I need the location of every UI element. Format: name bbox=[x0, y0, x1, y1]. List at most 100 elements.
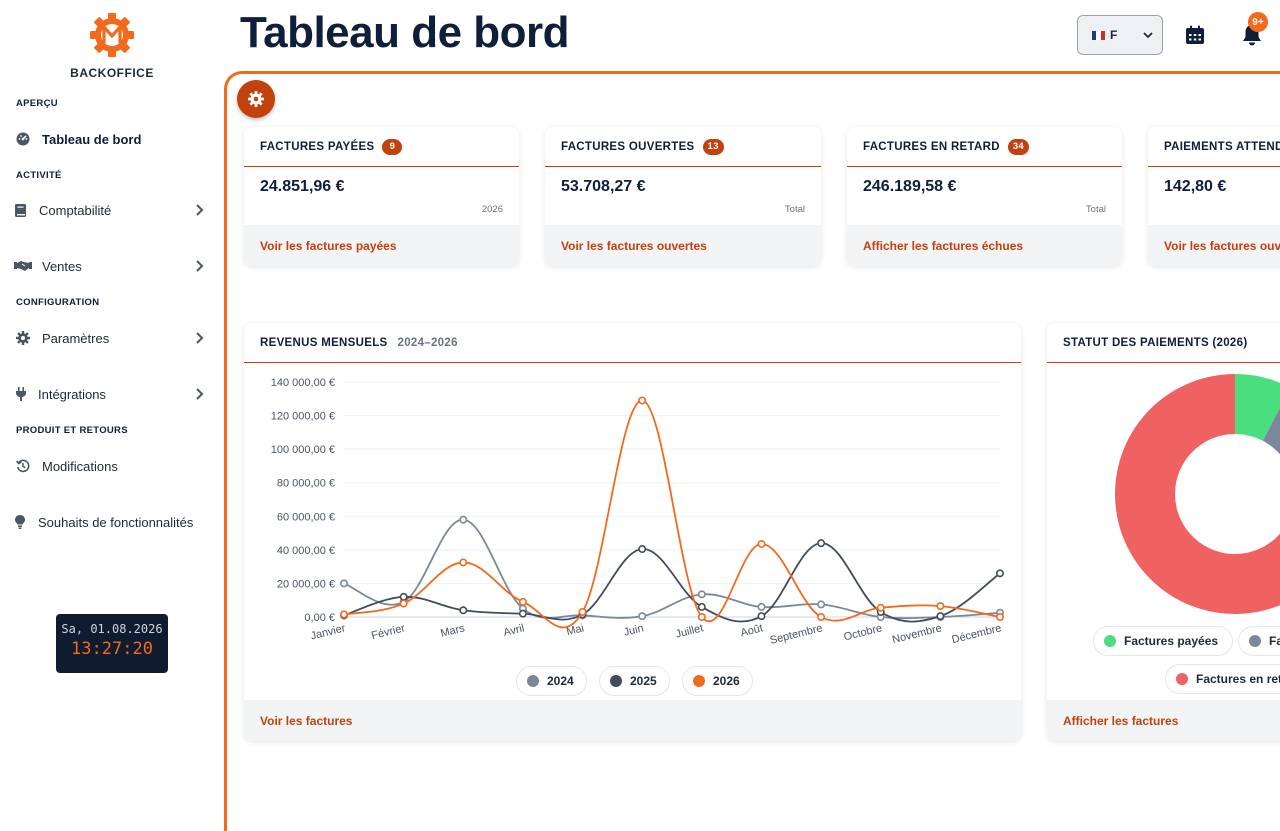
sidebar: BACKOFFICE APERÇU Tableau de bord ACTIVI… bbox=[0, 0, 224, 800]
data-point-2026[interactable] bbox=[936, 602, 945, 611]
legend-label: 2026 bbox=[713, 674, 740, 688]
data-point-2024[interactable] bbox=[638, 612, 647, 621]
section-configuration: CONFIGURATION bbox=[16, 297, 100, 308]
card-title: FACTURES EN RETARD bbox=[863, 140, 1000, 153]
customize-dashboard-button[interactable] bbox=[237, 80, 275, 118]
legend-label: Factures en retard bbox=[1196, 672, 1280, 686]
card-title: REVENUS MENSUELS bbox=[260, 336, 388, 349]
legend-open[interactable]: Factures ouvertes bbox=[1238, 626, 1280, 656]
language-value: F bbox=[1110, 28, 1118, 42]
card-header: FACTURES EN RETARD 34 bbox=[847, 127, 1122, 167]
brand-name: BACKOFFICE bbox=[70, 66, 154, 80]
data-point-2024[interactable] bbox=[757, 602, 766, 611]
data-point-2024[interactable] bbox=[697, 590, 706, 599]
legend-label: 2025 bbox=[630, 674, 657, 688]
data-point-2024[interactable] bbox=[817, 600, 826, 609]
card-amount: 53.708,27 € bbox=[561, 178, 646, 195]
data-point-2026[interactable] bbox=[638, 396, 647, 405]
page-title: Tableau de bord bbox=[240, 8, 570, 57]
sidebar-item-settings[interactable]: Paramètres bbox=[14, 326, 210, 350]
sidebar-item-label: Tableau de bord bbox=[42, 131, 142, 147]
sidebar-item-changes[interactable]: Modifications bbox=[14, 454, 210, 478]
handshake-icon bbox=[14, 257, 32, 275]
sidebar-item-accounting[interactable]: Comptabilité bbox=[14, 198, 210, 222]
y-tick-label: 100 000,00 € bbox=[271, 444, 335, 456]
data-point-2025[interactable] bbox=[995, 569, 1004, 578]
card-header: FACTURES PAYÉES 9 bbox=[244, 127, 519, 167]
sidebar-item-integrations[interactable]: Intégrations bbox=[14, 382, 210, 406]
language-select[interactable]: F bbox=[1077, 15, 1163, 55]
data-point-2025[interactable] bbox=[518, 609, 527, 618]
data-point-2025[interactable] bbox=[697, 602, 706, 611]
card-subtitle: Total bbox=[1085, 204, 1106, 215]
sidebar-item-label: Modifications bbox=[42, 458, 118, 474]
card-subtitle: 2026 bbox=[481, 204, 503, 215]
x-tick-label: Août bbox=[739, 622, 764, 639]
show-invoices-link[interactable]: Afficher les factures bbox=[1047, 700, 1280, 741]
gear-icon bbox=[14, 329, 32, 347]
data-point-2025[interactable] bbox=[757, 612, 766, 621]
section-produit: PRODUIT ET RETOURS bbox=[16, 425, 128, 436]
data-point-2025[interactable] bbox=[638, 545, 647, 554]
donut-slice-0[interactable] bbox=[1235, 374, 1280, 441]
card-title: STATUT DES PAIEMENTS (2026) bbox=[1063, 336, 1248, 349]
calendar-icon[interactable] bbox=[1185, 25, 1205, 45]
card-header: REVENUS MENSUELS 2024–2026 bbox=[244, 323, 1021, 363]
legend-2024[interactable]: 2024 bbox=[516, 666, 587, 696]
brand-logo-icon[interactable] bbox=[89, 12, 135, 58]
x-tick-label: Juin bbox=[622, 622, 644, 639]
data-point-2025[interactable] bbox=[936, 612, 945, 621]
view-overdue-invoices-link[interactable]: Afficher les factures échues bbox=[847, 225, 1122, 266]
legend-2025[interactable]: 2025 bbox=[599, 666, 670, 696]
data-point-2025[interactable] bbox=[459, 606, 468, 615]
card-title: PAIEMENTS ATTENDUS bbox=[1164, 140, 1280, 153]
payment-status-donut-chart bbox=[1115, 374, 1280, 614]
card-amount: 24.851,96 € bbox=[260, 178, 345, 195]
donut-slice-1[interactable] bbox=[1262, 388, 1280, 491]
y-tick-label: 140 000,00 € bbox=[271, 377, 335, 389]
data-point-2026[interactable] bbox=[757, 539, 766, 548]
legend-late[interactable]: Factures en retard bbox=[1165, 664, 1280, 694]
data-point-2026[interactable] bbox=[817, 613, 826, 622]
y-tick-label: 0,00 € bbox=[304, 612, 335, 624]
data-point-2026[interactable] bbox=[399, 599, 408, 608]
sidebar-item-dashboard[interactable]: Tableau de bord bbox=[14, 127, 210, 151]
data-point-2024[interactable] bbox=[459, 515, 468, 524]
sidebar-item-sales[interactable]: Ventes bbox=[14, 254, 210, 278]
x-tick-label: Décembre bbox=[951, 622, 1003, 646]
data-point-2026[interactable] bbox=[995, 613, 1004, 622]
sidebar-item-label: Intégrations bbox=[38, 386, 106, 402]
view-invoices-link[interactable]: Voir les factures bbox=[244, 700, 1021, 741]
legend-2026[interactable]: 2026 bbox=[682, 666, 753, 696]
lightbulb-icon bbox=[14, 513, 26, 531]
card-subtitle: Total bbox=[784, 204, 805, 215]
y-tick-label: 40 000,00 € bbox=[277, 545, 335, 557]
series-line-2025 bbox=[343, 542, 1001, 623]
flag-france-icon bbox=[1092, 30, 1105, 40]
data-point-2025[interactable] bbox=[399, 592, 408, 601]
view-open-invoices-link[interactable]: Voir les factures ouvertes bbox=[545, 225, 821, 266]
dashboard-gauge-icon bbox=[14, 130, 32, 148]
year-range: 2024–2026 bbox=[397, 336, 458, 349]
data-point-2026[interactable] bbox=[578, 607, 587, 616]
data-point-2026[interactable] bbox=[340, 610, 349, 619]
legend-paid[interactable]: Factures payées bbox=[1093, 626, 1234, 656]
data-point-2024[interactable] bbox=[340, 579, 349, 588]
donut-slice-2[interactable] bbox=[1115, 374, 1280, 614]
kpi-card-expected: PAIEMENTS ATTENDUS 142,80 € Voir les fac… bbox=[1148, 127, 1280, 266]
data-point-2025[interactable] bbox=[817, 539, 826, 548]
gear-icon bbox=[248, 91, 264, 107]
legend-dot bbox=[527, 675, 539, 687]
data-point-2026[interactable] bbox=[459, 558, 468, 567]
legend-dot bbox=[693, 675, 705, 687]
x-tick-label: Octobre bbox=[843, 622, 884, 643]
clock-date: Sa, 01.08.2026 bbox=[61, 622, 163, 636]
legend-label: Factures payées bbox=[1124, 634, 1219, 648]
data-point-2026[interactable] bbox=[518, 597, 527, 606]
count-badge: 13 bbox=[702, 138, 724, 155]
view-expected-invoices-link[interactable]: Voir les factures ouvertes bbox=[1148, 225, 1280, 266]
data-point-2026[interactable] bbox=[876, 603, 885, 612]
sidebar-item-wishes[interactable]: Souhaits de fonctionnalités bbox=[14, 510, 210, 534]
data-point-2026[interactable] bbox=[697, 613, 706, 622]
view-paid-invoices-link[interactable]: Voir les factures payées bbox=[244, 225, 519, 266]
